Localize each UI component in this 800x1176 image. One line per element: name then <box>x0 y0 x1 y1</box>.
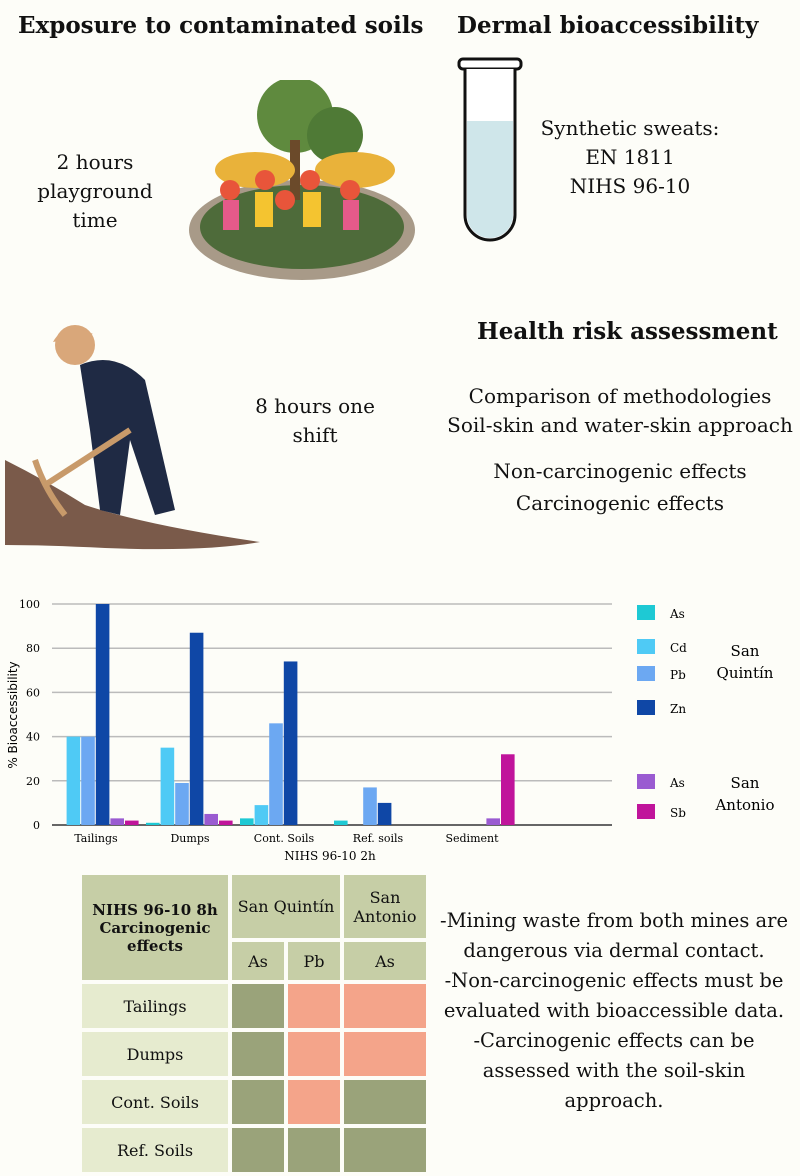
health-line-4: Carcinogenic effects <box>515 491 725 515</box>
x-tick-label: Dumps <box>170 832 209 845</box>
risk-cell-green <box>344 1128 426 1172</box>
children-time-text: 2 hours playground time <box>37 150 153 232</box>
bar-pb <box>269 723 283 825</box>
table-row: Ref. Soils <box>82 1128 426 1172</box>
bar-pb <box>363 787 377 825</box>
y-tick-label: 60 <box>26 686 40 699</box>
x-tick-label: Cont. Soils <box>254 832 315 845</box>
dermal-title: Dermal bioaccessibility <box>457 12 759 39</box>
element-as: As <box>344 942 426 980</box>
y-tick-label: 80 <box>26 642 40 655</box>
conclusion-2: -Non-carcinogenic effects must be evalua… <box>443 969 785 1022</box>
conclusion-3: -Carcinogenic effects can be assessed wi… <box>473 1029 755 1112</box>
carcinogenic-effects-table: NIHS 96-10 8h Carcinogenic effects San Q… <box>78 871 430 1176</box>
bar-zn <box>377 802 392 825</box>
row-label: Tailings <box>82 984 228 1028</box>
conclusion-1: -Mining waste from both mines are danger… <box>439 909 789 962</box>
bar-sb <box>501 754 515 825</box>
element-pb: Pb <box>288 942 340 980</box>
site-san-quintin: San Quintín <box>232 875 340 939</box>
bar-as <box>334 820 348 825</box>
row-label: Ref. Soils <box>82 1128 228 1172</box>
legend-label: Sb <box>670 806 686 820</box>
bar-cd <box>160 747 175 825</box>
risk-cell-red <box>344 984 426 1028</box>
bar-sb <box>219 820 233 825</box>
legend-label: As <box>669 607 685 621</box>
legend-label: Pb <box>670 668 686 682</box>
bar-as <box>240 818 254 825</box>
bar-cd <box>66 736 81 825</box>
x-tick-label: Tailings <box>74 832 118 845</box>
children-playground-illustration <box>189 80 415 280</box>
site-san-antonio: San Antonio <box>344 875 426 939</box>
health-title: Health risk assessment <box>477 318 778 345</box>
table-row: Tailings <box>82 984 426 1028</box>
y-axis-label: % Bioaccessibility <box>6 661 20 768</box>
x-tick-label: Ref. soils <box>353 832 404 845</box>
y-tick-label: 20 <box>26 775 40 788</box>
y-tick-label: 40 <box>26 731 40 744</box>
legend-group-label: Antonio <box>714 796 774 814</box>
risk-cell-green <box>232 1032 284 1076</box>
legend-swatch <box>637 605 655 620</box>
row-label: Cont. Soils <box>82 1080 228 1124</box>
bar-zn <box>95 604 110 825</box>
bar-cd <box>254 805 269 825</box>
sweats-label: Synthetic sweats: <box>540 116 720 140</box>
legend-group-label: Quintín <box>717 664 774 682</box>
table-corner: NIHS 96-10 8h Carcinogenic effects <box>82 875 228 980</box>
bar-sb <box>125 820 139 825</box>
risk-cell-green <box>232 1128 284 1172</box>
exposure-title: Exposure to contaminated soils <box>18 12 424 39</box>
legend-label: As <box>669 776 685 790</box>
legend-swatch <box>637 700 655 715</box>
bar-zn <box>189 632 204 825</box>
row-label: Dumps <box>82 1032 228 1076</box>
y-tick-label: 0 <box>33 819 40 832</box>
bar-as <box>146 822 160 825</box>
table-row: Cont. Soils <box>82 1080 426 1124</box>
bar-pb <box>175 783 189 825</box>
risk-cell-green <box>344 1080 426 1124</box>
legend-group-label: San <box>731 774 760 792</box>
health-line-3: Non-carcinogenic effects <box>493 459 747 483</box>
sweat-en1811: EN 1811 <box>585 145 675 169</box>
bar-pb <box>81 736 95 825</box>
table-row: Dumps <box>82 1032 426 1076</box>
bar-zn <box>283 661 298 825</box>
health-line-2: Soil-skin and water-skin approach <box>447 413 793 437</box>
sweat-nihs: NIHS 96-10 <box>569 174 691 198</box>
legend-swatch <box>637 804 655 819</box>
health-line-1: Comparison of methodologies <box>468 384 772 408</box>
legend-group-label: San <box>731 642 760 660</box>
y-tick-label: 100 <box>19 598 40 611</box>
legend-label: Zn <box>670 702 686 716</box>
risk-cell-red <box>288 1032 340 1076</box>
bioaccessibility-chart: 0 20 40 60 80 100 Tailings Dumps Cont. Soils Ref.… <box>6 598 775 863</box>
legend-swatch <box>637 774 655 789</box>
element-as: As <box>232 942 284 980</box>
worker-digging-illustration <box>5 325 260 550</box>
risk-cell-green <box>288 1128 340 1172</box>
worker-time-text: 8 hours one shift <box>255 394 375 447</box>
legend-swatch <box>637 639 655 654</box>
x-tick-label: Sediment <box>445 832 499 845</box>
bar-as <box>204 813 218 825</box>
test-tube-icon <box>457 57 523 242</box>
legend-swatch <box>637 666 655 681</box>
risk-cell-green <box>232 984 284 1028</box>
risk-cell-green <box>232 1080 284 1124</box>
risk-cell-red <box>288 984 340 1028</box>
bar-as <box>110 818 124 825</box>
x-axis-label: NIHS 96-10 2h <box>284 849 376 863</box>
legend-label: Cd <box>670 641 687 655</box>
risk-cell-red <box>344 1032 426 1076</box>
risk-cell-red <box>288 1080 340 1124</box>
bar-as <box>486 818 500 825</box>
